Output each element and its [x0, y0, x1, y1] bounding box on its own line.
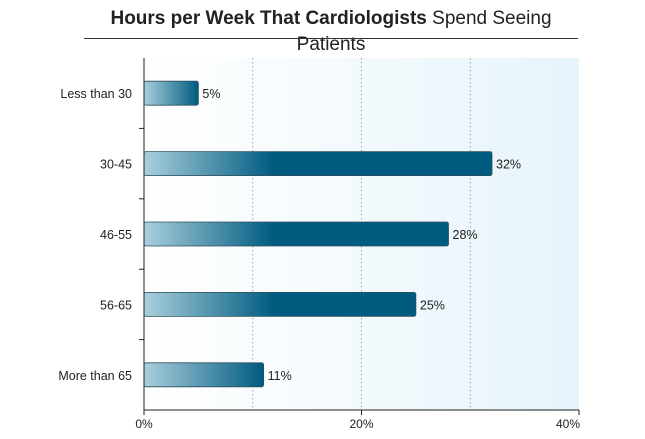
x-tick-label-20: 20% [349, 417, 373, 431]
x-tick-label-40: 40% [556, 417, 580, 431]
category-label-0: Less than 30 [60, 87, 132, 101]
category-label-1: 30-45 [100, 158, 132, 172]
bar-2 [143, 221, 449, 247]
bar-1 [143, 151, 493, 177]
category-label-4: More than 65 [58, 369, 132, 383]
value-label-3: 25% [420, 298, 445, 312]
chart-title-bold: Hours per Week That Cardiologists [110, 8, 427, 29]
category-label-3: 56-65 [100, 298, 132, 312]
value-label-0: 5% [202, 87, 220, 101]
chart-title: Hours per Week That Cardiologists Spend … [84, 6, 578, 58]
bar-0 [143, 80, 199, 106]
bar-3 [143, 291, 417, 317]
chart-title-rest: Spend Seeing Patients [296, 8, 552, 55]
value-label-1: 32% [496, 158, 521, 172]
x-tick-label-0: 0% [135, 417, 153, 431]
bar-4 [143, 362, 265, 388]
title-underline [84, 38, 578, 39]
value-label-4: 11% [268, 369, 292, 383]
value-label-2: 28% [453, 228, 478, 242]
category-label-2: 46-55 [100, 228, 132, 242]
